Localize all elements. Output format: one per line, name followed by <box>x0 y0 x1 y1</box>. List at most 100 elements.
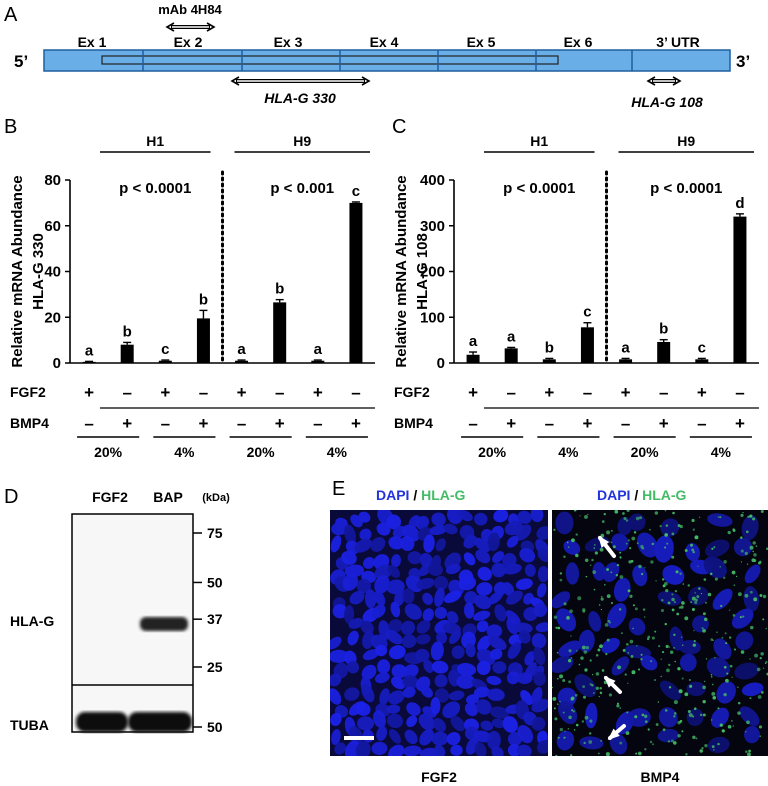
bmp4-sign: + <box>122 414 132 433</box>
bar <box>158 360 172 363</box>
panel-b-letter: B <box>4 116 18 138</box>
significance-letter: b <box>199 291 208 308</box>
utr-label: 3’ UTR <box>656 34 700 50</box>
fgf2-sign: – <box>735 383 744 402</box>
dapi-label: DAPI <box>597 487 631 503</box>
probe2-label: HLA-G 108 <box>631 94 703 110</box>
tuba-marker-label: 50 <box>207 719 223 735</box>
y-axis-label: Relative mRNA Abundance <box>9 175 26 367</box>
bar <box>504 348 518 363</box>
fgf2-sign: + <box>237 383 247 402</box>
bmp4-sign: + <box>351 414 361 433</box>
bar <box>733 216 747 363</box>
bmp4-sign: – <box>161 414 170 433</box>
probe2-arrow <box>646 76 682 86</box>
significance-letter: b <box>275 281 284 298</box>
probe1-arrow <box>230 76 371 86</box>
y-tick-label: 20 <box>44 309 61 326</box>
y-tick-label: 400 <box>420 172 445 189</box>
gene-bar <box>43 49 731 72</box>
significance-letter: c <box>583 304 591 321</box>
three-prime-label: 3’ <box>736 52 750 71</box>
fgf2-sign: – <box>659 383 668 402</box>
antibody-label: mAb 4H84 <box>158 2 222 17</box>
five-prime-label: 5’ <box>14 52 28 71</box>
fgf2-sign: + <box>544 383 554 402</box>
tuba-band-bap <box>128 712 192 732</box>
tuba-band-fgf2 <box>76 712 128 732</box>
oxygen-label: 20% <box>631 444 660 460</box>
bmp4-sign: + <box>275 414 285 433</box>
panel-d-letter: D <box>4 486 19 508</box>
marker-label: 25 <box>207 659 223 675</box>
group-label: H1 <box>146 133 164 149</box>
group-label: H9 <box>677 133 695 149</box>
chart-hla-g-108: 0 100 200 300 400 Relative mRNA Abundance HLA-… <box>393 133 759 460</box>
fgf2-sign: – <box>506 383 515 402</box>
y-axis-label: Relative mRNA Abundance <box>393 175 410 367</box>
bar <box>349 202 363 363</box>
significance-letter: a <box>507 328 516 345</box>
oxygen-label: 4% <box>327 444 348 460</box>
p-value-label: p < 0.0001 <box>650 180 722 197</box>
lane-bap-label: BAP <box>153 489 183 505</box>
header-fgf2-stain: DAPI / HLA-G <box>376 487 465 503</box>
hla-g-stain-label: HLA-G <box>642 487 687 503</box>
fgf2-sign: – <box>199 383 208 402</box>
fgf2-sign: – <box>275 383 284 402</box>
antibody-arrow <box>165 22 216 32</box>
arrow-marker <box>598 535 616 558</box>
exon-6-label: Ex 6 <box>564 34 593 50</box>
caption-fgf2: FGF2 <box>421 769 457 785</box>
bar <box>466 354 480 363</box>
bmp4-sign: + <box>735 414 745 433</box>
bar <box>120 344 134 363</box>
chart-hla-g-330: 0 20 40 60 80 Relative mRNA Abundance HLA-G 33… <box>9 133 375 460</box>
bar <box>580 327 594 363</box>
p-value-label: p < 0.0001 <box>119 180 191 197</box>
bmp4-sign: – <box>621 414 630 433</box>
fgf2-sign: + <box>468 383 478 402</box>
lane-fgf2-label: FGF2 <box>92 489 128 505</box>
bar <box>273 302 287 363</box>
exon-3-label: Ex 3 <box>274 34 303 50</box>
bmp4-row-label: BMP4 <box>10 415 49 431</box>
bmp4-sign: + <box>659 414 669 433</box>
oxygen-label: 20% <box>478 444 507 460</box>
oxygen-label: 20% <box>247 444 276 460</box>
micrograph-bmp4 <box>552 510 768 756</box>
significance-letter: a <box>314 341 323 358</box>
probe1-label: HLA-G 330 <box>264 90 336 106</box>
bmp4-sign: – <box>545 414 554 433</box>
y-tick-label: 60 <box>44 218 61 235</box>
western-blot: FGF2 BAP (kDa) HLA-G TUBA 75 50 37 25 50 <box>10 489 230 735</box>
arrow-marker <box>603 675 622 694</box>
group-label: H1 <box>530 133 548 149</box>
bar <box>82 361 96 363</box>
y-tick-label: 40 <box>44 264 61 281</box>
significance-letter: a <box>469 333 478 350</box>
significance-letter: a <box>237 341 246 358</box>
y-tick-label: 80 <box>44 172 61 189</box>
panel-e-letter: E <box>332 478 346 500</box>
significance-letter: c <box>352 183 360 200</box>
y-tick-label: 200 <box>420 264 445 281</box>
oxygen-label: 4% <box>174 444 195 460</box>
exon-5-label: Ex 5 <box>467 34 496 50</box>
bmp4-sign: – <box>237 414 246 433</box>
bar <box>657 341 671 363</box>
bar <box>196 318 210 363</box>
significance-letter: a <box>621 339 630 356</box>
bmp4-row-label: BMP4 <box>394 415 433 431</box>
fgf2-sign: – <box>122 383 131 402</box>
bar <box>619 359 633 363</box>
significance-letter: d <box>735 195 744 212</box>
bar <box>311 360 325 363</box>
significance-letter: b <box>545 339 554 356</box>
fgf2-sign: – <box>583 383 592 402</box>
oxygen-label: 20% <box>94 444 123 460</box>
bmp4-sign: + <box>198 414 208 433</box>
bmp4-sign: – <box>468 414 477 433</box>
scale-bar <box>344 736 374 740</box>
y-tick-label: 100 <box>420 309 445 326</box>
